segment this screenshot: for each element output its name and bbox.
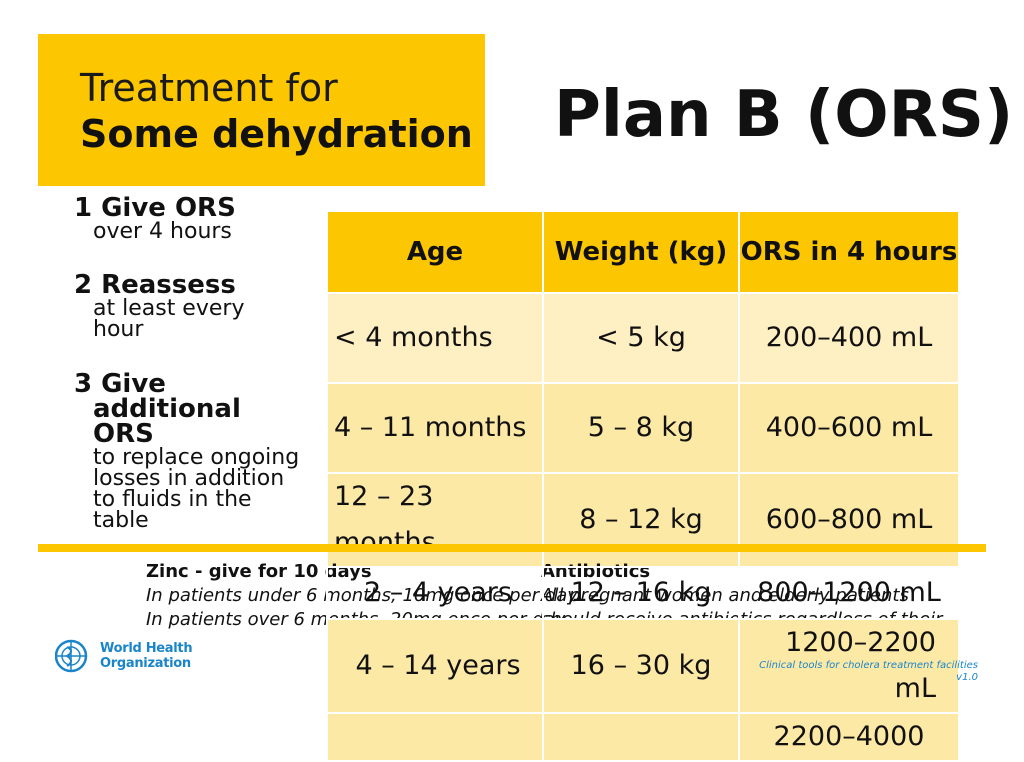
cell-age: 2 – 4 years	[326, 566, 544, 620]
table-row: 2200–4000	[326, 712, 960, 762]
cell-weight: 16 – 30 kg	[542, 618, 740, 714]
cell-weight: 5 – 8 kg	[542, 382, 740, 474]
step-description: to replace ongoing losses in addition to…	[93, 445, 300, 533]
footer-note: Clinical tools for cholera treatment fac…	[759, 660, 978, 684]
cell-age: 4 – 14 years	[326, 618, 544, 714]
title-banner	[38, 34, 485, 186]
section-divider	[38, 544, 986, 552]
cell-weight: < 5 kg	[542, 292, 740, 384]
step-1: 1 Give ORS over 4 hours	[74, 193, 236, 244]
table-row: 12 – 23 months 8 – 12 kg 600–800 mL	[326, 472, 960, 568]
step-2: 2 Reassess at least every hour	[74, 270, 304, 342]
title-line-2: Some dehydration	[80, 112, 473, 156]
cell-age: 12 – 23 months	[326, 472, 544, 568]
step-description: over 4 hours	[93, 219, 232, 244]
footer-note-line-1: Clinical tools for cholera treatment fac…	[759, 660, 978, 671]
cell-ors: 200–400 mL	[738, 292, 960, 384]
step-heading-continued: additional ORS	[93, 394, 241, 449]
footer-version: v1.0	[956, 672, 978, 683]
zinc-heading: Zinc - give for 10 days	[146, 561, 372, 582]
cell-age: 4 – 11 months	[326, 382, 544, 474]
title-line-1: Treatment for	[80, 66, 338, 110]
table-header-row: Age Weight (kg) ORS in 4 hours	[326, 210, 960, 294]
column-header-weight: Weight (kg)	[542, 210, 740, 294]
step-description: at least every hour	[93, 296, 245, 342]
plan-title: Plan B (ORS)	[554, 78, 1014, 152]
step-3: 3 Give additional ORS to replace ongoing …	[74, 369, 314, 533]
table-row: 2 – 4 years 12 – 16 kg 800–1200 mL	[326, 566, 960, 620]
table-row: 4 – 14 years 16 – 30 kg 1200–2200 mL	[326, 618, 960, 714]
step-heading: Reassess	[101, 270, 236, 300]
org-line-2: Organization	[100, 656, 191, 671]
step-number: 2	[74, 270, 93, 300]
org-line-1: World Health	[100, 641, 193, 656]
cell-ors: 2200–4000	[738, 712, 960, 762]
step-number: 1	[74, 193, 93, 223]
cell-age: < 4 months	[326, 292, 544, 384]
cell-ors: 1200–2200 mL	[738, 618, 960, 714]
step-heading: Give ORS	[101, 193, 236, 223]
ors-dosage-table: Age Weight (kg) ORS in 4 hours < 4 month…	[326, 210, 960, 568]
step-number: 3	[74, 369, 93, 399]
who-logo-icon	[55, 639, 88, 673]
cell-weight: 12 – 16 kg	[542, 566, 740, 620]
cell-weight: 8 – 12 kg	[542, 472, 740, 568]
who-wordmark: World Health Organization	[100, 641, 193, 671]
table-row: 4 – 11 months 5 – 8 kg 400–600 mL	[326, 382, 960, 474]
cell-age	[326, 712, 544, 762]
column-header-age: Age	[326, 210, 544, 294]
step-heading: Give	[101, 369, 166, 399]
column-header-ors: ORS in 4 hours	[738, 210, 960, 294]
cell-ors: 400–600 mL	[738, 382, 960, 474]
cell-weight	[542, 712, 740, 762]
cell-ors: 800–1200 mL	[738, 566, 960, 620]
cell-ors: 600–800 mL	[738, 472, 960, 568]
table-row: < 4 months < 5 kg 200–400 mL	[326, 292, 960, 384]
